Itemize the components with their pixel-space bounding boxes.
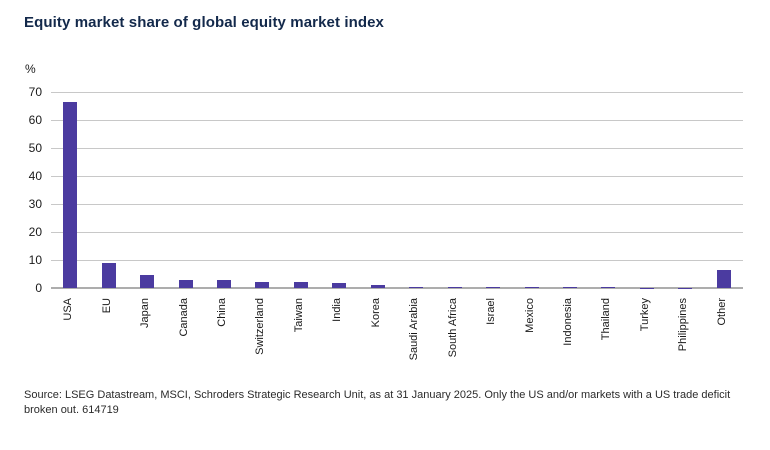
bar-china — [217, 279, 231, 288]
bar-switzerland — [255, 282, 270, 288]
gridline — [51, 148, 743, 149]
bar-other — [716, 270, 731, 288]
bar-taiwan — [293, 282, 308, 288]
bar-turkey — [639, 287, 654, 288]
x-tick-label: EU — [100, 298, 113, 314]
x-tick-label: Canada — [177, 298, 190, 337]
x-tick-label: USA — [62, 298, 75, 321]
gridline — [51, 120, 743, 121]
x-tick-label: Indonesia — [562, 298, 574, 346]
x-tick-label: Switzerland — [254, 298, 267, 355]
gridline — [51, 232, 743, 233]
x-tick-label: China — [216, 298, 228, 327]
bar-mexico — [524, 287, 539, 288]
y-tick-label: 0 — [35, 280, 42, 295]
y-tick-label: 40 — [28, 168, 42, 183]
y-tick-label: 50 — [28, 140, 42, 155]
bar-usa — [63, 101, 78, 288]
x-tick-label: Mexico — [523, 298, 536, 333]
bar-philippines — [678, 287, 693, 288]
x-tick-label: Thailand — [600, 298, 613, 341]
gridline — [51, 204, 743, 205]
y-tick-label: 30 — [28, 196, 42, 211]
x-tick-label: Philippines — [677, 298, 690, 352]
source-note: Source: LSEG Datastream, MSCI, Schroders… — [24, 389, 731, 416]
bar-eu — [101, 263, 116, 288]
gridline — [51, 176, 743, 177]
x-tick-label: Other — [715, 298, 728, 326]
x-axis-baseline — [51, 287, 743, 289]
x-axis: USA EU Japan Canada China Switzerland Taiwan In… — [51, 298, 743, 394]
plot-area — [51, 92, 743, 289]
x-tick-label: Korea — [369, 298, 382, 328]
bar-indonesia — [563, 287, 577, 288]
x-tick-label: India — [331, 298, 344, 322]
bar-south-africa — [447, 286, 462, 288]
x-tick-label: Israel — [485, 298, 498, 325]
bar-canada — [178, 280, 193, 288]
x-tick-label: Taiwan — [292, 298, 305, 333]
bar-korea — [370, 284, 385, 288]
bar-india — [332, 282, 347, 288]
chart-title: Equity market share of global equity mar… — [24, 14, 384, 31]
bar-saudi-arabia — [409, 286, 424, 288]
y-tick-label: 60 — [28, 112, 42, 127]
gridline — [51, 260, 743, 261]
x-tick-label: Japan — [139, 298, 152, 328]
bar-japan — [140, 274, 155, 288]
y-tick-label: 70 — [28, 84, 42, 99]
y-axis: 0 10 20 30 40 50 60 70 — [0, 85, 42, 295]
y-axis-unit-label: % — [25, 62, 36, 76]
gridline — [51, 92, 743, 93]
x-tick-label: Turkey — [638, 298, 651, 332]
y-tick-label: 10 — [28, 252, 42, 267]
bar-thailand — [601, 287, 616, 288]
x-tick-label: South Africa — [446, 298, 459, 358]
y-tick-label: 20 — [28, 224, 42, 239]
bar-israel — [486, 287, 501, 288]
x-tick-label: Saudi Arabia — [408, 298, 421, 361]
